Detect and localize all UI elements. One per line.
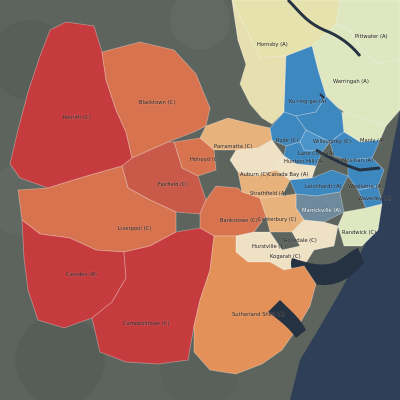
label-hurstville: Hurstville (C)	[252, 244, 286, 250]
label-parramatta: Parramatta (C)	[214, 144, 252, 150]
label-blacktown: Blacktown (C)	[139, 100, 175, 106]
label-marrickville: Marrickville (A)	[302, 208, 341, 214]
label-fairfield: Fairfield (C)	[158, 182, 188, 188]
label-mosman: Mosman (A)	[342, 158, 373, 164]
label-ryde: Ryde (C)	[276, 138, 298, 144]
label-kogarah: Kogarah (C)	[270, 254, 301, 260]
label-campbelltown: Campbelltown (C)	[123, 321, 170, 327]
label-auburn: Auburn (C)	[240, 172, 268, 178]
label-warringah: Warringah (A)	[333, 79, 369, 85]
label-camden: Camden (A)	[66, 272, 97, 278]
label-penrith: Penrith (C)	[63, 115, 91, 121]
label-bankstown: Bankstown (C)	[220, 218, 258, 224]
label-strathfield: Strathfield (A)	[250, 191, 286, 197]
label-woollahra: Woollahra (A)	[348, 184, 383, 190]
label-sutherland: Sutherland Shire (A)	[232, 312, 285, 318]
label-willoughby: Willoughby (C)	[313, 139, 351, 145]
label-liverpool: Liverpool (C)	[118, 226, 151, 232]
label-randwick: Randwick (C)	[342, 230, 376, 236]
label-huntershill: Hunters Hill (A)	[284, 159, 324, 165]
label-pittwater: Pittwater (A)	[355, 34, 388, 40]
label-holroyd: Holroyd (C)	[190, 157, 219, 163]
label-kuringgai: Ku-ring-gai (A)	[289, 99, 327, 105]
label-waverley: Waverley (A)	[358, 196, 391, 202]
label-rockdale: Rockdale (C)	[284, 238, 317, 244]
label-hornsby: Hornsby (A)	[257, 42, 288, 48]
label-manly: Manly (A)	[360, 138, 385, 144]
label-canadabay: Canada Bay (A)	[268, 172, 308, 178]
label-lanecove: Lane Cove (A)	[298, 151, 335, 157]
label-leichhardt: Leichhardt (A)	[305, 184, 342, 190]
label-canterbury: Canterbury (C)	[258, 217, 297, 223]
